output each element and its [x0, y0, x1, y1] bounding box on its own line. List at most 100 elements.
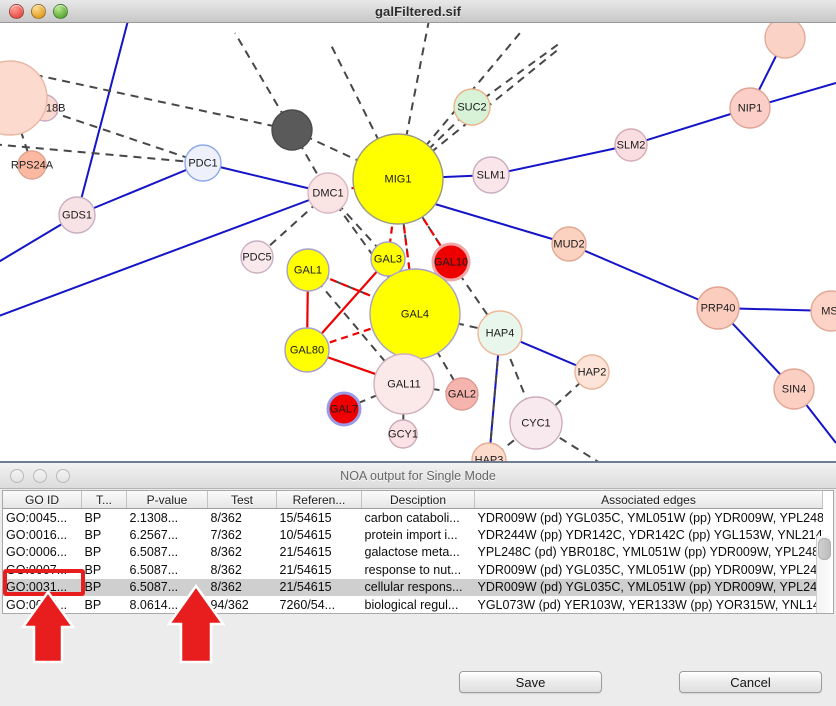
node-circle[interactable]	[373, 353, 435, 415]
network-canvas[interactable]: RPL18BRPS24AGDS1PDC1PDC5DMC1SUC2MIG1SLM1…	[0, 23, 836, 461]
network-edge[interactable]	[343, 383, 405, 410]
network-node-sin4[interactable]: SIN4	[773, 368, 815, 410]
cancel-button[interactable]: Cancel	[679, 671, 822, 693]
node-circle[interactable]	[764, 23, 806, 59]
table-row[interactable]: GO:0006... BP 6.5087... 8/362 21/54615 galact…	[3, 544, 823, 561]
node-circle[interactable]	[388, 419, 418, 449]
node-circle[interactable]	[445, 377, 479, 411]
node-circle[interactable]	[773, 368, 815, 410]
node-circle[interactable]	[17, 150, 47, 180]
node-circle[interactable]	[0, 60, 48, 136]
table-row[interactable]: GO:0065... BP 8.0614... 94/362 7260/54... bio…	[3, 596, 823, 613]
network-node-gal10[interactable]: GAL10	[431, 242, 471, 282]
network-edge[interactable]	[568, 243, 719, 309]
node-circle[interactable]	[810, 290, 836, 332]
column-header-test[interactable]: Test	[207, 491, 277, 509]
network-node-msi[interactable]: MSI	[810, 290, 836, 332]
network-node-dmc1[interactable]: DMC1	[307, 172, 349, 214]
column-header-type[interactable]: T...	[81, 491, 127, 509]
results-table[interactable]: GO ID T... P-value Test Referen... Desci…	[3, 491, 823, 614]
node-circle[interactable]	[184, 144, 222, 182]
column-header-associated-edges[interactable]: Associated edges	[474, 491, 823, 509]
noa-minimize-button-icon[interactable]	[33, 468, 47, 483]
network-node-rps24a[interactable]: RPS24A	[11, 150, 54, 180]
node-circle[interactable]	[58, 196, 96, 234]
node-circle[interactable]	[509, 396, 563, 450]
network-edge[interactable]	[307, 269, 405, 385]
network-node-gal11[interactable]: GAL11	[373, 353, 435, 415]
node-circle[interactable]	[472, 156, 510, 194]
network-node-gal1[interactable]: GAL1	[286, 248, 330, 292]
network-edge[interactable]	[0, 63, 293, 131]
node-circle[interactable]	[696, 286, 740, 330]
node-circle[interactable]	[286, 248, 330, 292]
network-edge[interactable]	[329, 42, 399, 180]
network-node-gds1[interactable]: GDS1	[58, 196, 96, 234]
network-graph[interactable]: RPL18BRPS24AGDS1PDC1PDC5DMC1SUC2MIG1SLM1…	[0, 23, 836, 461]
table-body[interactable]: GO:0045... BP 2.1308... 8/362 15/54615 carbon…	[3, 509, 823, 614]
node-circle[interactable]	[574, 354, 610, 390]
network-node-hap4[interactable]: HAP4	[477, 310, 523, 356]
minimize-button-icon[interactable]	[31, 3, 46, 19]
network-node-unlabeled[interactable]	[764, 23, 806, 59]
table-row[interactable]: GO:0045... BP 2.1308... 8/362 15/54615 carbon…	[3, 509, 823, 527]
table-scrollbar-thumb[interactable]	[818, 538, 831, 560]
network-node-gal4[interactable]: GAL4	[369, 268, 461, 360]
node-circle[interactable]	[551, 226, 587, 262]
network-node-gcy1[interactable]: GCY1	[388, 419, 418, 449]
column-header-reference[interactable]: Referen...	[276, 491, 362, 509]
network-node-mud2[interactable]: MUD2	[551, 226, 587, 262]
network-edge[interactable]	[76, 23, 130, 216]
node-circle[interactable]	[614, 128, 648, 162]
table-row[interactable]: GO:0007... BP 6.5087... 8/362 21/54615 respon…	[3, 561, 823, 578]
node-circle[interactable]	[284, 327, 330, 373]
network-node-mig1[interactable]: MIG1	[352, 133, 444, 225]
network-edge[interactable]	[202, 162, 329, 194]
network-edge[interactable]	[630, 107, 751, 146]
maximize-button-icon[interactable]	[53, 3, 68, 19]
node-circle[interactable]	[370, 241, 406, 277]
table-vertical-scrollbar[interactable]	[816, 536, 831, 613]
network-node-unlabeled[interactable]	[271, 109, 313, 151]
results-table-container[interactable]: GO ID T... P-value Test Referen... Desci…	[2, 490, 834, 614]
node-circle[interactable]	[453, 88, 491, 126]
network-node-cyc1[interactable]: CYC1	[509, 396, 563, 450]
column-header-p-value[interactable]: P-value	[126, 491, 208, 509]
close-button-icon[interactable]	[9, 3, 24, 19]
node-circle[interactable]	[352, 133, 444, 225]
noa-close-button-icon[interactable]	[10, 468, 24, 483]
node-circle[interactable]	[471, 442, 507, 461]
node-circle[interactable]	[326, 391, 362, 427]
node-circle[interactable]	[240, 240, 274, 274]
network-edge[interactable]	[0, 214, 78, 273]
network-node-prp40[interactable]: PRP40	[696, 286, 740, 330]
save-button[interactable]: Save	[459, 671, 602, 693]
column-header-go-id[interactable]: GO ID	[3, 491, 82, 509]
node-circle[interactable]	[477, 310, 523, 356]
node-circle[interactable]	[271, 109, 313, 151]
network-node-unlabeled[interactable]	[0, 60, 48, 136]
table-row[interactable]: GO:0016... BP 6.2567... 7/362 10/54615 protei…	[3, 526, 823, 543]
network-edge[interactable]	[76, 162, 204, 216]
network-node-gal2[interactable]: GAL2	[445, 377, 479, 411]
network-edge[interactable]	[490, 144, 632, 176]
network-node-slm1[interactable]: SLM1	[472, 156, 510, 194]
network-edge[interactable]	[0, 143, 204, 164]
network-node-hap2[interactable]: HAP2	[574, 354, 610, 390]
network-node-gal7[interactable]: GAL7	[326, 391, 362, 427]
table-row[interactable]: GO:0031...BP1.3324...11/362105/546...res…	[3, 613, 823, 614]
table-row[interactable]: GO:0031... BP 6.5087... 8/362 21/54615 cellul…	[3, 578, 823, 596]
network-edge[interactable]	[0, 192, 329, 323]
network-node-pdc1[interactable]: PDC1	[184, 144, 222, 182]
node-circle[interactable]	[307, 172, 349, 214]
node-circle[interactable]	[431, 242, 471, 282]
column-header-description[interactable]: Desciption	[361, 491, 475, 509]
node-circle[interactable]	[729, 87, 771, 129]
network-node-pdc5[interactable]: PDC5	[240, 240, 274, 274]
noa-maximize-button-icon[interactable]	[56, 468, 70, 483]
network-edge[interactable]	[535, 422, 600, 461]
network-node-nip1[interactable]: NIP1	[729, 87, 771, 129]
network-node-slm2[interactable]: SLM2	[614, 128, 648, 162]
network-node-gal80[interactable]: GAL80	[284, 327, 330, 373]
network-node-suc2[interactable]: SUC2	[453, 88, 491, 126]
